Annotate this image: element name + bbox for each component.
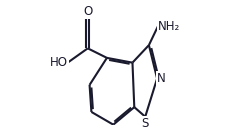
Text: N: N (156, 72, 165, 85)
Text: HO: HO (49, 56, 67, 69)
Text: NH₂: NH₂ (157, 20, 180, 33)
Text: O: O (83, 5, 92, 18)
Text: S: S (141, 117, 148, 130)
